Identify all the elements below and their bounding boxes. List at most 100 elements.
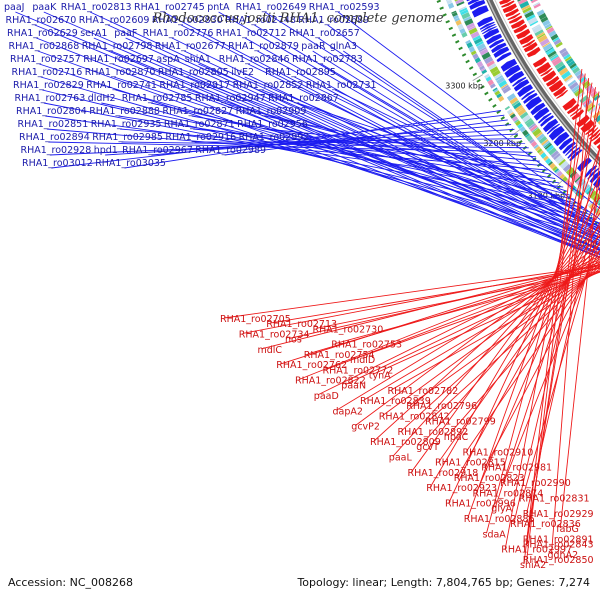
reverse-leader-line xyxy=(494,181,600,508)
reverse-gene-arrow xyxy=(523,42,538,53)
reverse-gene-label: RHA1_ro02762 xyxy=(276,360,347,371)
forward-gene-arrow xyxy=(517,84,534,98)
feature-block-outer xyxy=(558,158,566,166)
reverse-leader-line xyxy=(401,250,600,432)
feature-block-outer xyxy=(456,1,465,7)
forward-leader-line xyxy=(121,141,529,149)
reverse-gene-arrow xyxy=(548,79,564,93)
forward-gene-arrow xyxy=(546,123,560,135)
forward-gene-label: RHA1_ro02763 xyxy=(15,93,86,104)
forward-gene-label: paaK xyxy=(32,2,57,13)
reverse-gene-arrow xyxy=(569,107,582,117)
forward-gene-label: RHA1_ro02712 xyxy=(216,28,287,39)
feature-block-inner-2 xyxy=(555,41,563,48)
forward-gene-arrow xyxy=(481,23,496,32)
outer-tick-mark xyxy=(445,19,450,24)
forward-leader-line xyxy=(125,37,600,251)
forward-gene-label: paaF xyxy=(114,28,137,39)
feature-block-outer xyxy=(475,41,484,47)
forward-gene-label: RHA1_ro02992 xyxy=(239,132,310,143)
reverse-leader-line xyxy=(419,243,600,447)
outer-tick-mark xyxy=(448,26,454,31)
feature-block-inner xyxy=(556,64,566,73)
forward-gene-arrow xyxy=(533,107,550,121)
forward-gene-arrow xyxy=(482,26,497,35)
feature-block-outer-2 xyxy=(482,71,489,77)
feature-block-outer xyxy=(541,139,549,146)
feature-block-outer xyxy=(500,83,508,89)
forward-gene-label: RHA1_ro02894 xyxy=(19,132,90,143)
reverse-gene-arrow xyxy=(508,15,523,24)
reverse-gene-arrow xyxy=(580,119,595,133)
feature-block-outer xyxy=(481,51,491,60)
reverse-gene-label: RHA1_ro02734 xyxy=(239,329,310,340)
forward-leader-line xyxy=(119,128,544,167)
feature-block-outer xyxy=(464,18,474,26)
feature-block-outer-2 xyxy=(587,201,593,207)
feature-block-outer xyxy=(528,123,536,130)
forward-gene-label: RHA1_ro03012 xyxy=(22,158,93,169)
feature-block-inner xyxy=(530,22,540,29)
reverse-gene-arrow xyxy=(502,3,517,14)
reverse-gene-label: RHA1_ro02705 xyxy=(220,314,291,325)
forward-leader-line xyxy=(150,102,576,201)
forward-leader-line xyxy=(244,37,600,239)
forward-leader-line xyxy=(318,37,600,229)
feature-block-inner-2 xyxy=(533,3,541,9)
feature-block-outer-2 xyxy=(552,166,558,172)
scale-tick xyxy=(509,129,521,138)
forward-gene-label: RHA1_ro02649 xyxy=(236,2,307,13)
feature-block-inner-2 xyxy=(561,50,569,58)
feature-block-outer xyxy=(554,154,563,163)
forward-gene-label: RHA1_ro02947 xyxy=(195,93,266,104)
feature-block-inner-2 xyxy=(531,0,539,6)
reverse-gene-label: paaN xyxy=(341,381,366,392)
forward-gene-arrow xyxy=(587,167,600,180)
feature-block-outer-2 xyxy=(451,10,457,14)
forward-gene-label: RHA1_ro02895 xyxy=(265,67,336,78)
feature-block-outer-2 xyxy=(506,107,511,112)
forward-leader-line xyxy=(124,109,502,169)
forward-leader-line xyxy=(118,115,560,184)
feature-block-inner xyxy=(526,14,536,21)
reverse-gene-arrow xyxy=(593,136,600,146)
forward-leader-line xyxy=(15,11,600,258)
feature-block-outer xyxy=(556,157,565,165)
feature-block-inner-2 xyxy=(548,30,557,38)
reverse-gene-label: RHA1_ro02822 xyxy=(295,376,366,387)
feature-block-outer-2 xyxy=(529,138,535,144)
forward-leader-line xyxy=(51,114,505,169)
forward-gene-arrow xyxy=(565,144,578,156)
feature-block-outer xyxy=(584,186,592,194)
reverse-gene-label: fabG xyxy=(556,524,579,535)
feature-block-outer xyxy=(574,176,582,183)
feature-block-inner xyxy=(547,50,557,58)
feature-block-inner xyxy=(531,24,540,30)
feature-block-outer-2 xyxy=(548,161,553,166)
feature-block-outer-2 xyxy=(466,42,473,49)
feature-block-outer-2 xyxy=(472,53,479,60)
reverse-leader-line xyxy=(526,73,586,559)
reverse-gene-arrow xyxy=(532,56,547,68)
forward-gene-arrow xyxy=(567,147,581,159)
feature-block-inner-2 xyxy=(536,9,545,17)
forward-gene-arrow xyxy=(500,58,518,72)
reverse-gene-label: RHA1_ro02809 xyxy=(370,437,441,448)
forward-gene-arrow xyxy=(493,46,510,58)
scale-tick xyxy=(472,74,484,81)
feature-block-outer-2 xyxy=(559,173,566,180)
forward-gene-label: RHA1_ro02909 xyxy=(236,106,307,117)
feature-block-outer xyxy=(550,150,559,159)
forward-gene-arrow xyxy=(486,33,503,45)
feature-block-inner xyxy=(588,106,598,115)
reverse-leader-line xyxy=(298,259,600,380)
feature-block-outer-2 xyxy=(454,17,460,22)
map-title: Rhodococcus jostii RHA1, complete genome xyxy=(151,11,443,26)
forward-gene-label: RHA1_ro02846 xyxy=(219,54,290,65)
feature-block-outer-2 xyxy=(457,23,464,31)
forward-gene-arrow xyxy=(477,16,494,28)
forward-leader-line xyxy=(34,24,600,259)
outer-tick-mark xyxy=(451,33,457,37)
feature-block-inner-2 xyxy=(597,102,600,107)
feature-block-outer xyxy=(546,144,554,153)
